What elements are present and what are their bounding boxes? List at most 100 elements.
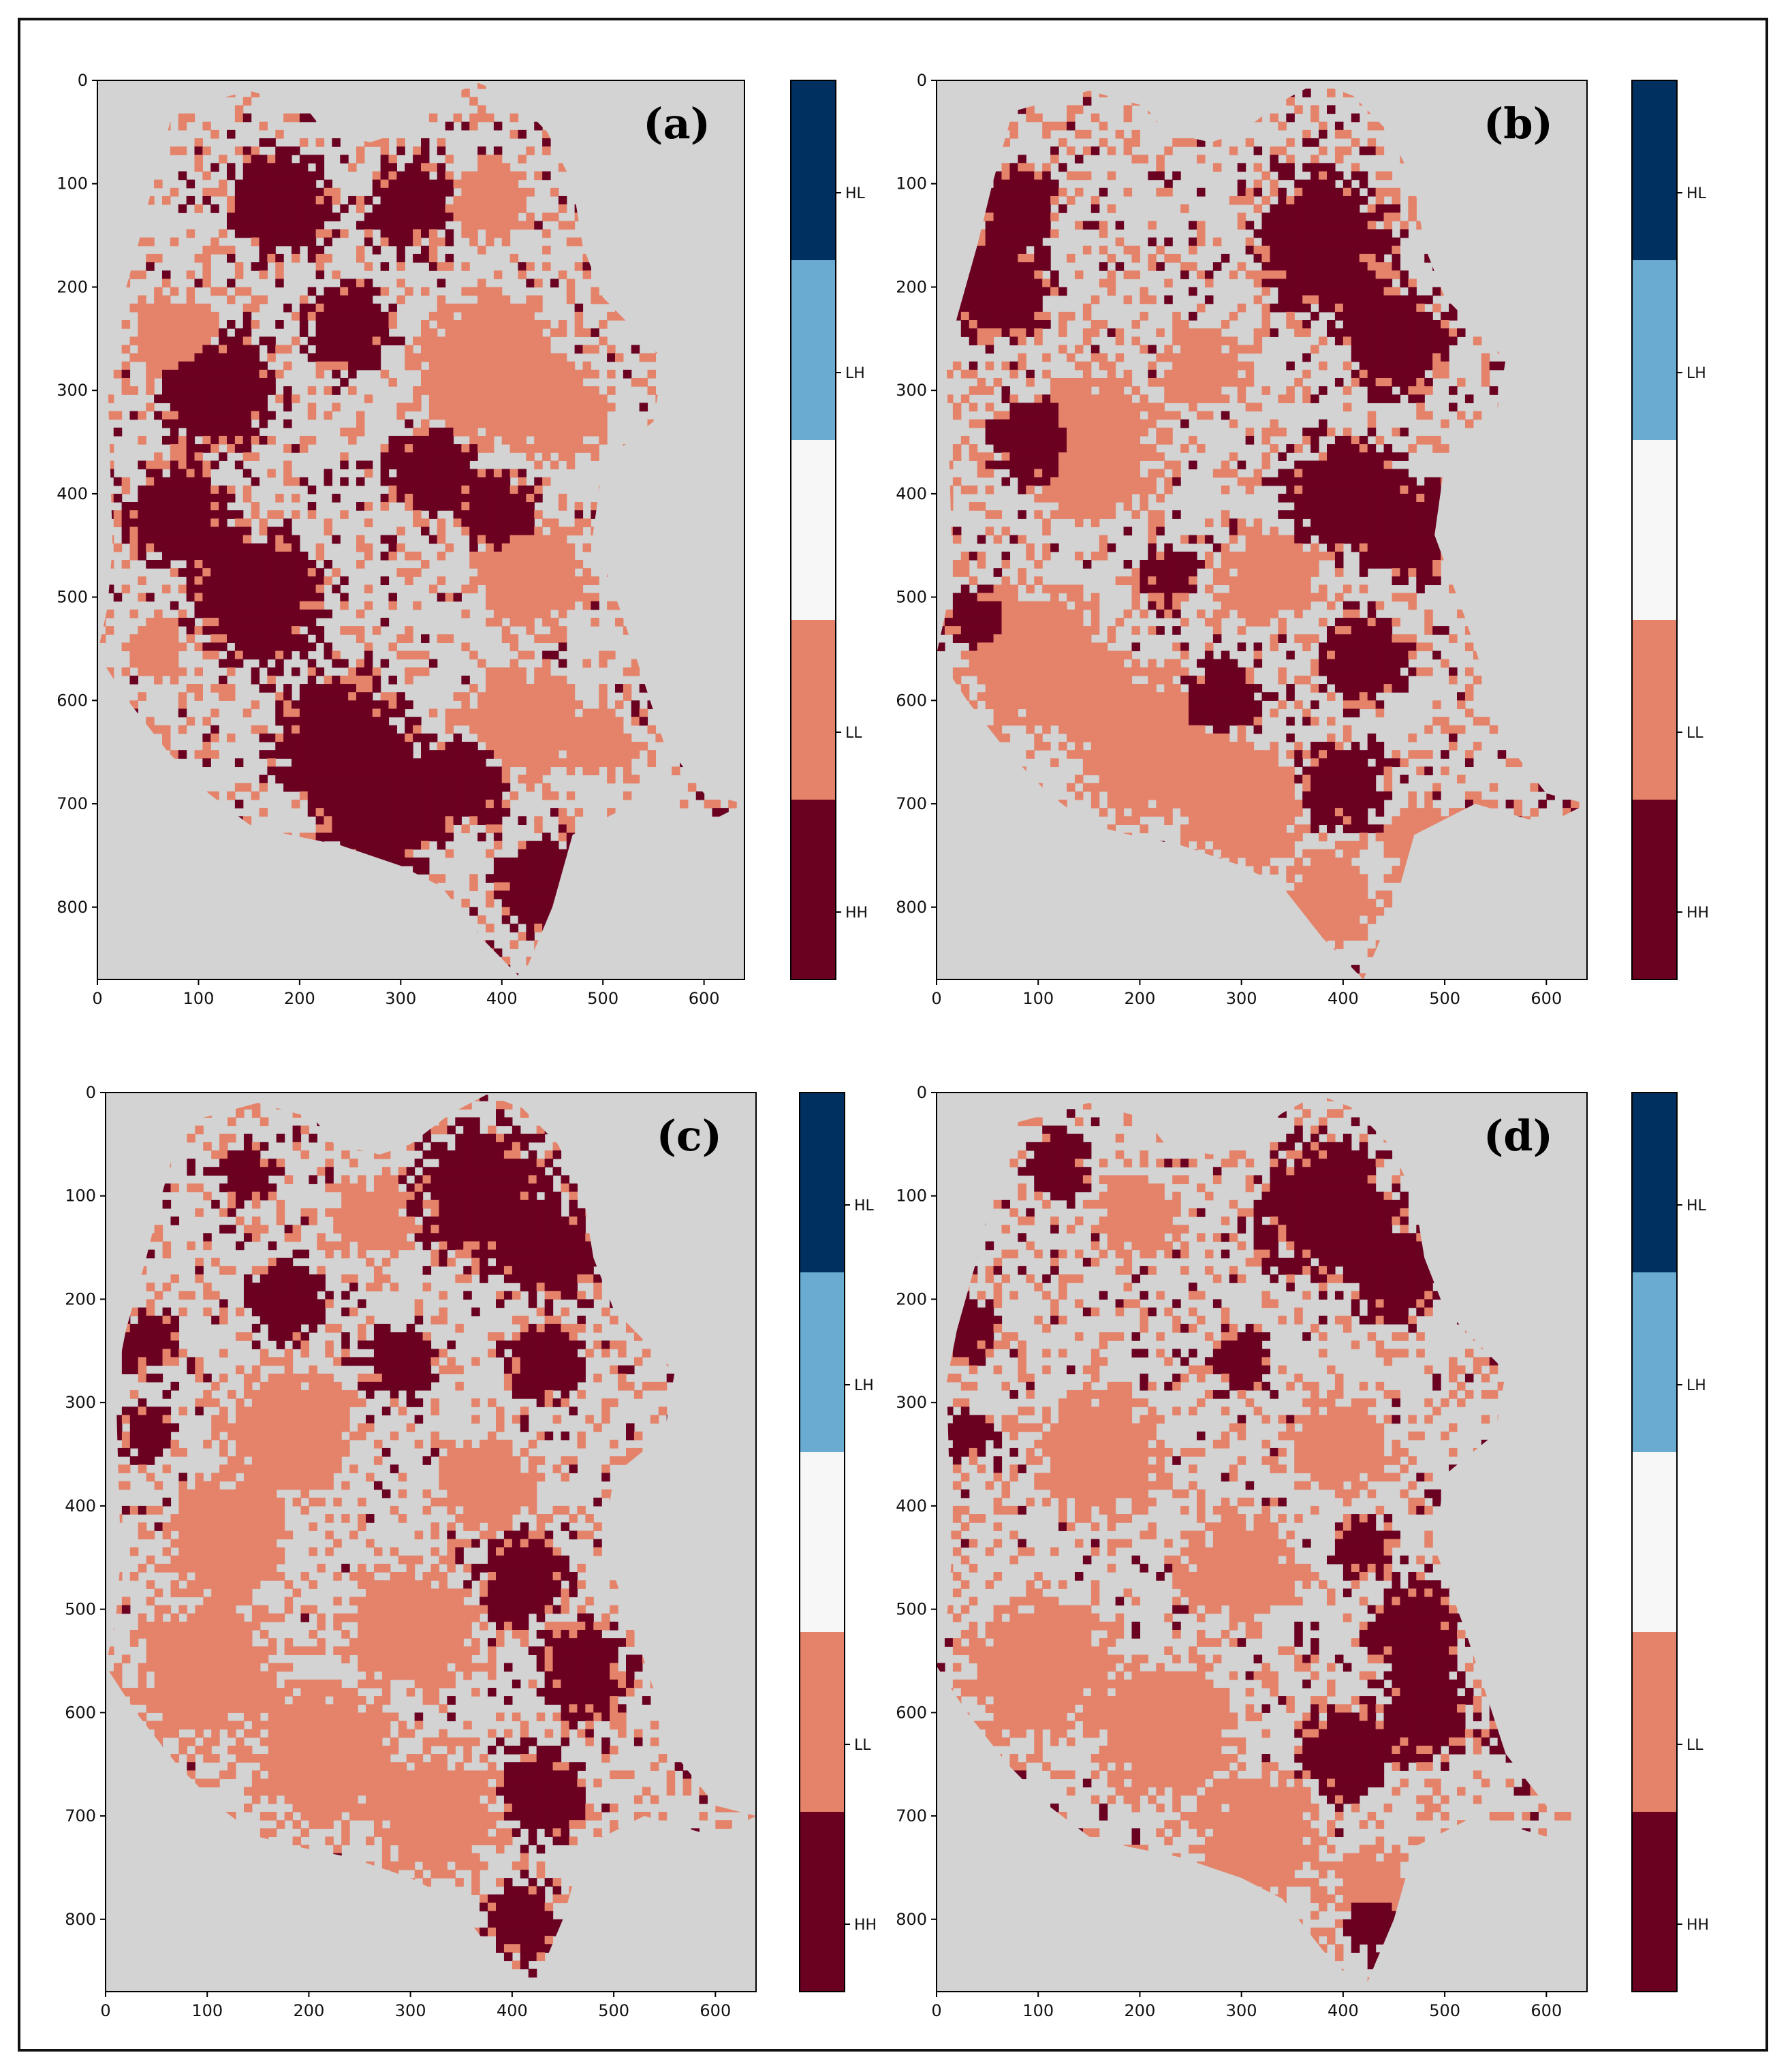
cluster-cell-hh [1342, 213, 1352, 221]
cluster-cell-ll [437, 369, 446, 379]
cluster-cell-ll [405, 634, 413, 643]
cluster-cell-hh [299, 742, 309, 751]
cluster-cell-ll [599, 435, 608, 445]
cluster-cell-hh [242, 403, 252, 412]
cluster-cell-hh [501, 527, 511, 536]
cluster-cell-ll [607, 311, 616, 321]
cluster-cell-hh [372, 824, 381, 834]
cluster-cell-ll [647, 353, 656, 362]
cluster-cell-ll [461, 708, 470, 718]
cluster-cell-hh [1090, 221, 1100, 230]
cluster-cell-ll [615, 758, 624, 768]
cluster-cell-hh [1278, 295, 1287, 304]
cluster-cell-hh [242, 328, 252, 337]
cluster-cell-hh [493, 857, 503, 866]
cluster-cell-hh [493, 502, 503, 511]
cluster-cell-ll [582, 270, 591, 279]
cluster-cell-ll [405, 502, 413, 511]
x-tick-label: 500 [587, 989, 618, 1008]
cluster-cell-hh [259, 634, 268, 643]
cluster-cell-hh [1294, 253, 1303, 263]
cluster-cell-hh [292, 560, 300, 569]
cluster-cell-hh [1034, 195, 1043, 205]
cluster-cell-hh [154, 518, 163, 528]
cluster-cell-ll [453, 411, 462, 420]
cluster-cell-hh [550, 882, 559, 892]
cluster-cell-hh [437, 221, 446, 230]
cluster-cell-hh [1383, 229, 1393, 238]
cluster-cell-ll [558, 435, 567, 445]
cluster-cell-ll [558, 270, 567, 279]
cluster-cell-ll [364, 394, 373, 403]
cluster-cell-ll [129, 609, 138, 618]
cluster-cell-ll [138, 311, 146, 321]
cluster-cell-hh [372, 204, 381, 213]
cluster-cell-ll [599, 700, 608, 710]
cluster-cell-ll [413, 551, 422, 561]
cluster-cell-ll [461, 229, 470, 238]
cluster-cell-ll [461, 328, 470, 337]
cluster-cell-hh [219, 626, 227, 635]
cluster-cell-ll [501, 576, 511, 586]
cluster-cell-hh [170, 377, 179, 387]
cluster-cell-hh [421, 452, 430, 461]
cluster-cell-ll [1074, 270, 1084, 279]
cluster-cell-ll [558, 692, 567, 701]
cluster-cell-ll [582, 717, 591, 726]
cluster-cell-hh [1310, 195, 1319, 205]
cluster-cell-hh [453, 766, 462, 776]
cluster-cell-hh [413, 444, 422, 453]
cluster-cell-ll [526, 535, 535, 544]
cluster-cell-ll [421, 336, 430, 346]
cluster-cell-ll [315, 262, 325, 271]
cluster-cell-hh [1245, 245, 1255, 255]
cluster-cell-hh [1342, 303, 1352, 313]
cluster-cell-ll [469, 584, 478, 594]
cluster-cell-hh [194, 601, 203, 610]
cluster-cell-ll [1319, 146, 1328, 155]
cluster-cell-ll [1090, 320, 1100, 329]
cluster-cell-ll [170, 568, 179, 577]
cluster-cell-ll [518, 171, 527, 180]
cluster-cell-hh [372, 328, 381, 337]
cluster-cell-hh [154, 477, 163, 486]
cluster-cell-hh [993, 279, 1003, 288]
cluster-cell-ll [486, 195, 494, 205]
cluster-cell-ll [534, 700, 543, 710]
cluster-cell-ll [121, 642, 131, 652]
cluster-cell-hh [348, 345, 357, 354]
cluster-cell-hh [396, 253, 405, 263]
cluster-cell-hh [275, 750, 284, 759]
cluster-cell-hh [315, 328, 325, 337]
cluster-cell-ll [275, 535, 284, 544]
cluster-cell-ll [194, 452, 203, 461]
cluster-cell-ll [550, 377, 559, 387]
cluster-cell-ll [194, 593, 203, 602]
cluster-cell-hh [509, 882, 519, 892]
cluster-cell-hh [307, 353, 317, 362]
cluster-cell-hh [227, 345, 236, 354]
cluster-cell-hh [1099, 262, 1108, 271]
cluster-cell-ll [210, 444, 219, 453]
cluster-cell-hh [121, 535, 131, 544]
cluster-cell-ll [1319, 171, 1328, 180]
cluster-cell-hh [146, 262, 155, 271]
cluster-cell-ll [437, 138, 446, 147]
cluster-cell-hh [1310, 245, 1319, 255]
cluster-cell-hh [267, 609, 276, 618]
cluster-cell-hh [299, 708, 309, 718]
cluster-cell-hh [396, 857, 405, 866]
cluster-cell-ll [493, 303, 503, 313]
cluster-cell-hh [242, 361, 252, 371]
cluster-cell-ll [1067, 253, 1075, 263]
cluster-cell-hh [315, 717, 325, 726]
cluster-cell-hh [405, 841, 413, 850]
cluster-cell-hh [1018, 311, 1026, 321]
cluster-cell-hh [332, 808, 341, 817]
cluster-cell-hh [469, 518, 478, 528]
cluster-cell-hh [242, 551, 252, 561]
cluster-cell-ll [582, 361, 591, 371]
cluster-cell-hh [251, 568, 260, 577]
cluster-cell-ll [558, 369, 567, 379]
cluster-cell-hh [315, 311, 325, 321]
